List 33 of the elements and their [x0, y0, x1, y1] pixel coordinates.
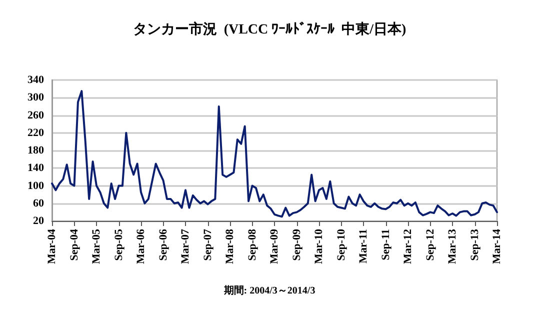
x-tick-label: Mar-12: [402, 228, 414, 264]
x-tick-label: Mar-08: [224, 228, 236, 264]
x-tick-label: Mar-13: [446, 228, 458, 264]
x-tick-label: Sep-06: [157, 228, 170, 261]
chart-title: タンカー市況 (VLCC ﾜｰﾙﾄﾞｽｹｰﾙ 中東/日本): [132, 20, 407, 38]
y-tick-label: 340: [28, 74, 44, 86]
y-tick-label: 260: [28, 109, 44, 122]
x-tick-label: Mar-04: [46, 228, 58, 264]
x-tick-label: Sep-07: [202, 228, 214, 261]
x-tick-label: Sep-09: [290, 228, 303, 261]
line-series: [51, 90, 498, 218]
x-tick-label: Sep-12: [424, 228, 436, 261]
x-tick-label: Mar-07: [180, 228, 192, 264]
x-tick-label: Sep-13: [468, 228, 481, 261]
x-tick-label: Sep-10: [335, 228, 348, 261]
x-tick-label: Sep-08: [246, 228, 258, 261]
y-tick-label: 220: [28, 126, 44, 139]
x-tick-label: Mar-14: [491, 228, 503, 264]
x-tick-label: Sep-04: [68, 228, 80, 261]
x-tick-label: Sep-11: [380, 229, 392, 260]
y-tick-label: 100: [28, 180, 44, 192]
y-tick-label: 180: [28, 144, 44, 156]
y-tick-label: 20: [33, 215, 44, 227]
y-tick-label: 140: [28, 162, 44, 174]
y-tick-label: 300: [28, 92, 44, 104]
x-tick-label: Mar-11: [358, 229, 370, 264]
x-tick-label: Mar-09: [268, 228, 280, 264]
x-tick-label: Mar-06: [135, 228, 147, 264]
text: 期間: 2004/3～2014/3: [222, 284, 316, 296]
x-tick-label: Mar-05: [90, 228, 102, 264]
x-tick-label: Mar-10: [313, 228, 325, 264]
x-tick-label: Sep-05: [112, 228, 125, 261]
y-tick-label: 60: [33, 197, 44, 210]
